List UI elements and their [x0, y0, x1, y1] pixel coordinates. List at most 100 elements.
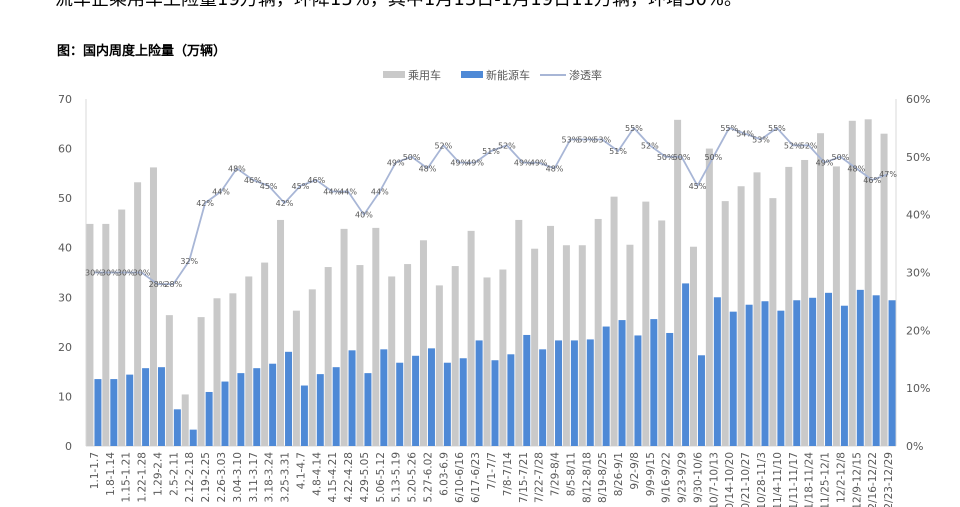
- bar-passenger: [499, 269, 507, 446]
- penetration-line: [93, 126, 889, 286]
- bar-passenger: [451, 266, 459, 446]
- bar-passenger: [165, 315, 173, 446]
- y-right-tick-label: 30%: [906, 267, 930, 280]
- bar-passenger: [86, 223, 94, 446]
- x-tick-label: 4.8-4.14: [311, 452, 323, 496]
- legend-label: 渗透率: [569, 68, 602, 82]
- x-tick-label: 7/29-8/4: [550, 452, 562, 497]
- penetration-data-label: 53%: [577, 135, 595, 144]
- x-tick-label: 2.12-2.18: [184, 452, 196, 503]
- bar-passenger: [356, 265, 364, 446]
- penetration-data-label: 50%: [403, 153, 421, 162]
- x-tick-label: 1.22-1.28: [137, 452, 149, 503]
- penetration-data-label: 50%: [832, 153, 850, 162]
- bar-nev: [586, 339, 594, 446]
- x-tick-label: 1.29-2.4: [152, 452, 164, 496]
- bar-passenger: [578, 245, 586, 446]
- bar-passenger: [801, 159, 809, 447]
- penetration-data-label: 32%: [180, 257, 198, 266]
- penetration-data-label: 55%: [768, 124, 786, 133]
- x-tick-label: 2.5-2.11: [168, 452, 180, 496]
- bar-passenger: [118, 209, 126, 446]
- x-tick-label: 12/9-12/15: [851, 452, 863, 507]
- bar-nev: [761, 301, 769, 446]
- x-tick-label: 11/18-11/24: [804, 452, 816, 507]
- x-tick-label: 4.1-4.7: [295, 452, 307, 489]
- x-tick-label: 5.27-6.02: [422, 452, 434, 503]
- bar-nev: [475, 340, 483, 446]
- penetration-data-label: 54%: [736, 130, 754, 139]
- y-left-tick-label: 30: [58, 291, 72, 304]
- bar-nev: [745, 304, 753, 446]
- bar-nev: [713, 297, 721, 446]
- bar-nev: [412, 355, 420, 446]
- x-tick-label: 9/16-9/22: [661, 452, 673, 503]
- penetration-data-label: 30%: [117, 269, 135, 278]
- bar-passenger: [674, 119, 682, 446]
- x-tick-label: 9/23-9/29: [677, 452, 689, 503]
- penetration-data-label: 30%: [101, 269, 119, 278]
- bar-nev: [666, 332, 674, 446]
- penetration-data-label: 46%: [307, 176, 325, 185]
- x-tick-label: 8/12-8/18: [581, 452, 593, 503]
- penetration-data-label: 48%: [546, 164, 564, 173]
- bar-passenger: [102, 223, 110, 446]
- x-tick-label: 3.11-3.17: [248, 452, 260, 503]
- penetration-data-label: 52%: [784, 141, 802, 150]
- penetration-data-label: 49%: [450, 159, 468, 168]
- bar-passenger: [483, 277, 491, 446]
- penetration-data-label: 55%: [625, 124, 643, 133]
- bar-passenger: [785, 166, 793, 447]
- x-tick-label: 4.15-4.21: [327, 452, 339, 503]
- bar-passenger: [197, 317, 205, 446]
- bar-nev: [459, 358, 467, 446]
- bar-nev: [555, 340, 563, 446]
- bar-passenger: [308, 289, 316, 446]
- x-tick-label: 5.13-5.19: [391, 452, 403, 503]
- x-tick-label: 6/17-6/23: [470, 452, 482, 503]
- x-tick-label: 2.26-3.03: [216, 452, 228, 503]
- legend-swatch: [383, 71, 405, 78]
- bar-passenger: [435, 285, 443, 446]
- x-tick-label: 12/16-12/22: [867, 452, 879, 507]
- bar-passenger: [213, 298, 221, 446]
- bar-nev: [888, 300, 896, 446]
- bar-nev: [491, 360, 499, 446]
- bar-nev: [142, 368, 150, 446]
- bar-nev: [364, 373, 372, 446]
- bar-nev: [94, 379, 102, 446]
- penetration-data-label: 52%: [498, 141, 516, 150]
- bar-passenger: [515, 219, 523, 446]
- bar-passenger: [149, 167, 157, 446]
- bar-nev: [237, 373, 245, 446]
- y-left-tick-label: 70: [58, 93, 72, 106]
- x-tick-label: 3.04-3.10: [232, 452, 244, 503]
- bar-nev: [348, 350, 356, 446]
- bar-nev: [650, 319, 658, 446]
- y-right-tick-label: 20%: [906, 324, 930, 337]
- bar-passenger: [753, 172, 761, 446]
- bar-nev: [332, 367, 340, 446]
- penetration-data-label: 51%: [609, 147, 627, 156]
- bar-nev: [269, 363, 277, 446]
- y-right-tick-label: 40%: [906, 209, 930, 222]
- y-right-tick-label: 50%: [906, 151, 930, 164]
- bar-passenger: [277, 219, 285, 446]
- penetration-data-label: 44%: [212, 188, 230, 197]
- bar-passenger: [769, 198, 777, 446]
- bar-passenger: [181, 394, 189, 446]
- bar-passenger: [880, 133, 888, 446]
- x-tick-label: 7/22-7/28: [534, 452, 546, 503]
- y-left-tick-label: 10: [58, 390, 72, 403]
- legend-label: 乘用车: [408, 68, 441, 82]
- x-tick-label: 9/30-10/6: [692, 452, 704, 503]
- penetration-data-label: 46%: [863, 176, 881, 185]
- penetration-data-label: 50%: [673, 153, 691, 162]
- bar-nev: [793, 300, 801, 446]
- bar-passenger: [467, 230, 475, 446]
- penetration-data-label: 53%: [752, 135, 770, 144]
- penetration-data-label: 42%: [196, 199, 214, 208]
- bar-nev: [809, 297, 817, 446]
- penetration-data-label: 49%: [387, 159, 405, 168]
